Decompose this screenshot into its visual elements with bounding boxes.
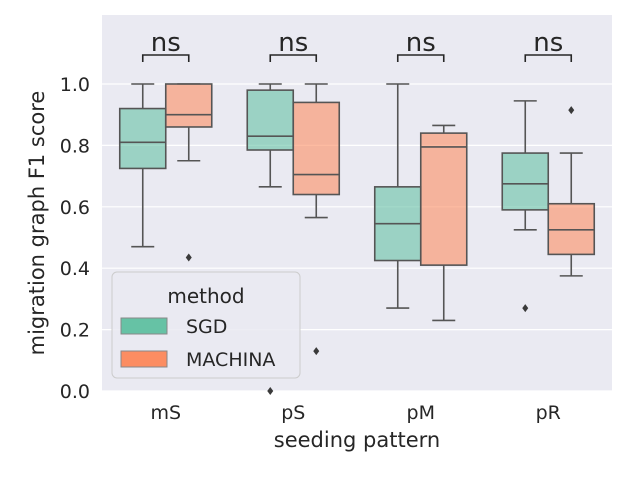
x-tick-labels: mS pS pM pR [150, 402, 560, 424]
box-sgd-pM [373, 83, 422, 309]
outlier-point [568, 106, 575, 115]
legend-title: method [167, 284, 244, 308]
box-machina-pS [292, 83, 341, 356]
y-tick-label: 0.6 [60, 197, 90, 219]
bracket-line [524, 54, 573, 62]
outlier-point [185, 253, 192, 262]
box-sgd-pR [501, 100, 550, 313]
outlier-point [522, 304, 529, 313]
significance-label: ns [151, 28, 181, 58]
bracket-line [141, 54, 190, 62]
y-tick-labels: 0.0 0.2 0.4 0.6 0.8 1.0 [60, 74, 90, 403]
significance-bracket-pS: ns [269, 28, 318, 62]
significance-annotations: ns ns ns ns [141, 28, 573, 62]
box-iqr [501, 152, 550, 211]
y-tick-label: 0.2 [60, 320, 90, 342]
x-tick-label: pM [407, 402, 435, 424]
significance-bracket-pM: ns [396, 28, 445, 62]
significance-label: ns [533, 28, 563, 58]
x-tick-label: pS [281, 402, 305, 424]
box-machina-pR [547, 106, 596, 277]
legend-label: SGD [186, 316, 227, 338]
y-tick-label: 0.0 [60, 381, 90, 403]
legend-swatch [120, 350, 168, 368]
boxes-layer [118, 83, 596, 395]
legend: method SGD MACHINA [111, 271, 301, 379]
legend-label: MACHINA [186, 349, 275, 371]
y-tick-label: 0.8 [60, 135, 90, 157]
box-machina-mS [164, 83, 213, 262]
y-tick-label: 1.0 [60, 74, 90, 96]
x-axis-label: seeding pattern [274, 428, 440, 452]
legend-swatch [120, 317, 168, 335]
box-machina-pM [419, 124, 468, 322]
box-iqr [292, 101, 341, 196]
significance-bracket-pR: ns [524, 28, 573, 62]
y-tick-label: 0.4 [60, 258, 90, 280]
box-iqr [118, 107, 167, 170]
y-axis-label: migration graph F1 score [25, 91, 49, 356]
significance-label: ns [278, 28, 308, 58]
significance-bracket-mS: ns [141, 28, 190, 62]
outlier-point [313, 347, 320, 356]
box-sgd-pS [246, 83, 295, 395]
significance-label: ns [406, 28, 436, 58]
box-sgd-mS [118, 83, 167, 248]
bracket-line [269, 54, 318, 62]
outlier-point [267, 387, 274, 395]
bracket-line [396, 54, 445, 62]
box-iqr [246, 89, 295, 151]
box-iqr [419, 132, 468, 266]
x-tick-label: pR [536, 402, 561, 424]
box-iqr [164, 83, 213, 128]
x-tick-label: mS [150, 402, 181, 424]
